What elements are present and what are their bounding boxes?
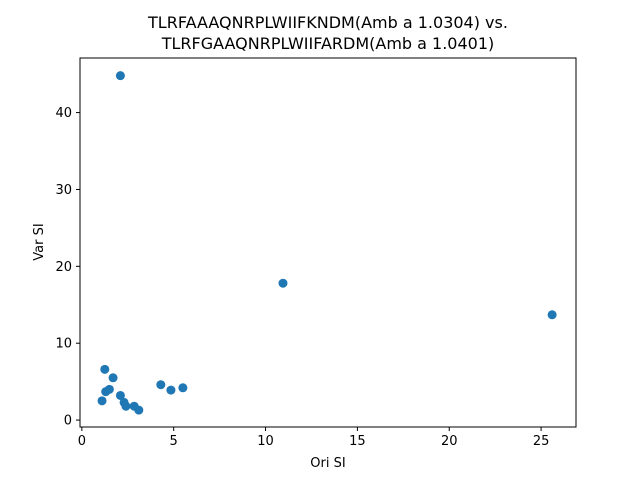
y-tick-label: 20 <box>55 260 72 275</box>
x-tick-label: 10 <box>257 434 274 449</box>
y-tick-label: 0 <box>64 414 72 429</box>
data-point-5 <box>108 373 118 383</box>
data-point-11 <box>134 405 144 415</box>
x-tick-label: 5 <box>170 434 178 449</box>
axes-frame <box>79 57 577 428</box>
y-tick-label: 40 <box>55 106 72 121</box>
plot-area: 0 5 10 15 20 25 0 10 20 30 40 <box>55 57 577 449</box>
data-point-14 <box>178 383 188 393</box>
y-tick-label: 10 <box>55 337 72 352</box>
data-point-6 <box>115 390 125 400</box>
chart-title-line-2: TLRFGAAQNRPLWIIFARDM(Amb a 1.0401) <box>161 34 495 53</box>
x-tick-label: 25 <box>533 434 550 449</box>
y-tick-label: 30 <box>55 183 72 198</box>
x-tick-label: 20 <box>441 434 458 449</box>
data-point-12 <box>156 380 166 390</box>
x-axis-ticks: 0 5 10 15 20 25 <box>78 427 550 449</box>
data-point-9 <box>121 401 131 411</box>
data-points <box>97 71 557 415</box>
data-point-13 <box>166 385 176 395</box>
y-axis-label: Var SI <box>32 223 47 260</box>
data-point-1 <box>97 396 107 406</box>
data-point-2 <box>100 364 110 374</box>
data-point-7 <box>115 71 125 81</box>
data-point-4 <box>104 384 114 394</box>
x-tick-label: 15 <box>349 434 366 449</box>
data-point-15 <box>278 278 288 288</box>
x-tick-label: 0 <box>78 434 86 449</box>
y-axis-ticks: 0 10 20 30 40 <box>55 106 80 429</box>
x-axis-label: Ori SI <box>310 456 345 471</box>
chart-title-line-1: TLRFAAAQNRPLWIIFKNDM(Amb a 1.0304) vs. <box>147 13 508 32</box>
data-point-16 <box>547 310 557 320</box>
